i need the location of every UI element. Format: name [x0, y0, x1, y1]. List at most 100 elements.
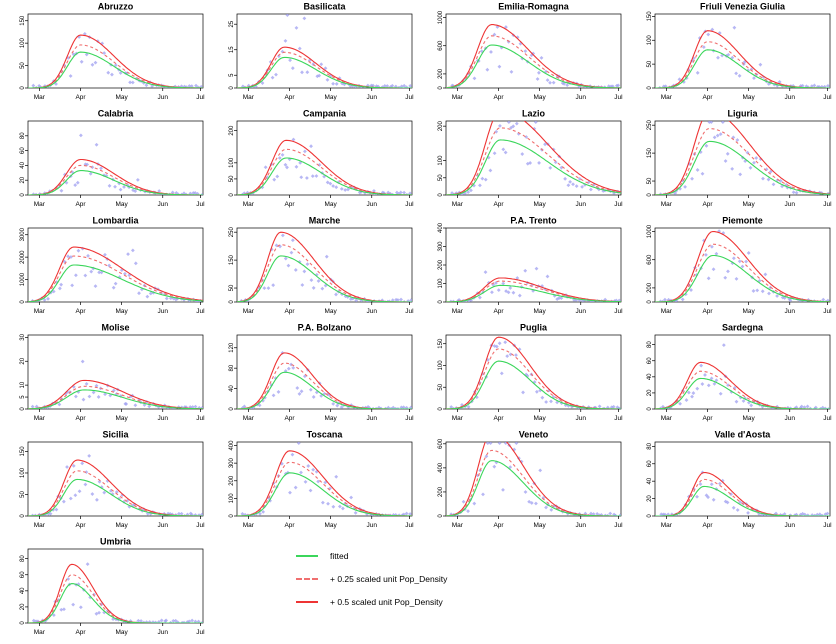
x-tick-label: Mar — [452, 201, 464, 208]
x-tick-label: Mar — [452, 522, 464, 529]
chart-umbria: Umbria 0 20 40 60 80 Mar Apr May Jun Jul — [0, 535, 209, 642]
x-tick-label: May — [533, 522, 546, 529]
plot-campania: Campania 0 50 100 200 Mar Apr May Jun Jul — [229, 109, 414, 209]
y-tick-label: 80 — [229, 364, 235, 371]
plot-molise: Molise 0 5 10 20 30 Mar Apr May Jun Jul — [20, 323, 205, 423]
y-tick-label: 40 — [229, 385, 235, 392]
x-tick-label: Jun — [785, 201, 796, 208]
y-tick-label: 20 — [20, 357, 26, 364]
y-tick-label: 50 — [20, 62, 26, 69]
x-tick-label: May — [324, 415, 337, 422]
y-tick-label: 40 — [20, 587, 26, 594]
chart-title: Marche — [309, 216, 341, 226]
plus05-curve — [655, 30, 830, 88]
y-tick-label: 0 — [20, 300, 26, 304]
x-tick-label: Apr — [493, 308, 504, 315]
y-tick-label: 20 — [20, 603, 26, 610]
y-tick-label: 100 — [438, 278, 444, 289]
plot-veneto: Veneto 0 200 400 600 Mar Apr May Jun Jul — [438, 430, 623, 530]
x-tick-label: Mar — [452, 94, 464, 101]
x-tick-label: May — [533, 308, 546, 315]
y-tick-label: 100 — [229, 157, 235, 168]
plus025-curve — [446, 127, 621, 195]
chart-title: Calabria — [98, 109, 135, 119]
plus025-curve — [446, 35, 621, 88]
x-tick-label: May — [115, 415, 128, 422]
y-tick-label: 0 — [438, 300, 444, 304]
x-tick-label: Jun — [158, 415, 169, 422]
plus025-curve — [28, 385, 203, 409]
y-tick-label: 0 — [438, 86, 444, 90]
x-tick-label: Mar — [34, 629, 46, 636]
y-tick-label: 20 — [647, 389, 653, 396]
x-tick-label: Jul — [405, 308, 414, 315]
y-tick-label: 400 — [438, 462, 444, 473]
fitted-curve — [655, 140, 830, 195]
plus025-curve — [446, 348, 621, 409]
chart-title: Piemonte — [722, 216, 763, 226]
plot-calabria: Calabria 0 20 40 60 80 Mar Apr May Jun Jul — [20, 109, 205, 209]
chart-campania: Campania 0 50 100 200 Mar Apr May Jun Jul — [209, 107, 418, 214]
y-tick-label: 600 — [438, 438, 444, 449]
y-tick-label: 300 — [438, 241, 444, 252]
chart-toscana: Toscana 0 100 200 300 400 Mar Apr May Jun Jul — [209, 428, 418, 535]
chart-title: Emilia-Romagna — [498, 2, 570, 12]
scatter-points — [658, 229, 830, 302]
y-tick-label: 80 — [20, 132, 26, 139]
chart-valle-d-aosta: Valle d'Aosta 0 20 40 60 80 Mar Apr May Jun Jul — [627, 428, 836, 535]
x-tick-label: Apr — [75, 308, 86, 315]
x-tick-label: Jun — [158, 629, 169, 636]
chart-title: Basilicata — [303, 2, 346, 12]
plot-puglia: Puglia 0 50 100 150 Mar Apr May Jun Jul — [438, 323, 623, 423]
x-tick-label: Jun — [158, 201, 169, 208]
x-tick-label: Jul — [823, 94, 832, 101]
plus05-curve — [237, 231, 412, 302]
y-tick-label: 0 — [20, 514, 26, 518]
y-tick-label: 200 — [438, 120, 444, 131]
x-tick-label: Mar — [34, 415, 46, 422]
x-tick-label: Mar — [243, 94, 255, 101]
x-tick-label: May — [324, 308, 337, 315]
x-tick-label: Mar — [34, 94, 46, 101]
y-tick-label: 40 — [20, 161, 26, 168]
fitted-line-sample — [296, 555, 318, 557]
y-tick-label: 100 — [438, 155, 444, 166]
chart-title: Lombardia — [92, 216, 139, 226]
plot-sardegna: Sardegna 0 20 40 60 80 Mar Apr May Jun Jul — [647, 323, 832, 423]
plot-friuli-venezia-giulia: Friuli Venezia Giulia 0 50 100 150 Mar Apr May J… — [647, 2, 832, 102]
y-tick-label: 1000 — [20, 272, 26, 286]
y-tick-label: 25 — [229, 20, 235, 27]
fitted-curve — [446, 460, 621, 516]
y-tick-label: 80 — [20, 555, 26, 562]
y-tick-label: 150 — [647, 11, 653, 22]
scatter-points — [241, 14, 412, 88]
y-tick-label: 15 — [229, 46, 235, 53]
y-tick-label: 60 — [647, 460, 653, 467]
x-tick-label: Apr — [75, 201, 86, 208]
plus025-curve — [28, 44, 203, 88]
plot-p-a-bolzano: P.A. Bolzano 0 40 80 120 Mar Apr May Jun Jul — [229, 323, 414, 423]
plus025-curve — [655, 243, 830, 302]
x-tick-label: Apr — [75, 522, 86, 529]
y-tick-label: 100 — [438, 360, 444, 371]
x-tick-label: Apr — [702, 308, 713, 315]
chart-sicilia: Sicilia 0 50 100 150 Mar Apr May Jun Jul — [0, 428, 209, 535]
y-tick-label: 0 — [20, 621, 26, 625]
y-tick-label: 10 — [20, 381, 26, 388]
x-tick-label: Mar — [34, 308, 46, 315]
plot-basilicata: Basilicata 0 5 15 25 Mar Apr May Jun Jul — [229, 2, 414, 102]
x-tick-label: Jun — [576, 308, 587, 315]
plus025-curve — [446, 449, 621, 516]
y-tick-label: 150 — [229, 254, 235, 265]
y-tick-label: 60 — [20, 147, 26, 154]
fitted-curve — [237, 255, 412, 302]
y-tick-label: 200 — [647, 282, 653, 293]
x-tick-label: May — [533, 415, 546, 422]
chart-marche: Marche 0 50 150 250 Mar Apr May Jun Jul — [209, 214, 418, 321]
x-tick-label: Apr — [702, 415, 713, 422]
chart-title: Toscana — [307, 430, 344, 440]
chart-title: Valle d'Aosta — [715, 430, 772, 440]
y-tick-label: 0 — [647, 193, 653, 197]
plot-emilia-romagna: Emilia-Romagna 0 200 600 1000 Mar Apr May Jun Jul — [438, 2, 623, 102]
y-tick-label: 50 — [20, 490, 26, 497]
